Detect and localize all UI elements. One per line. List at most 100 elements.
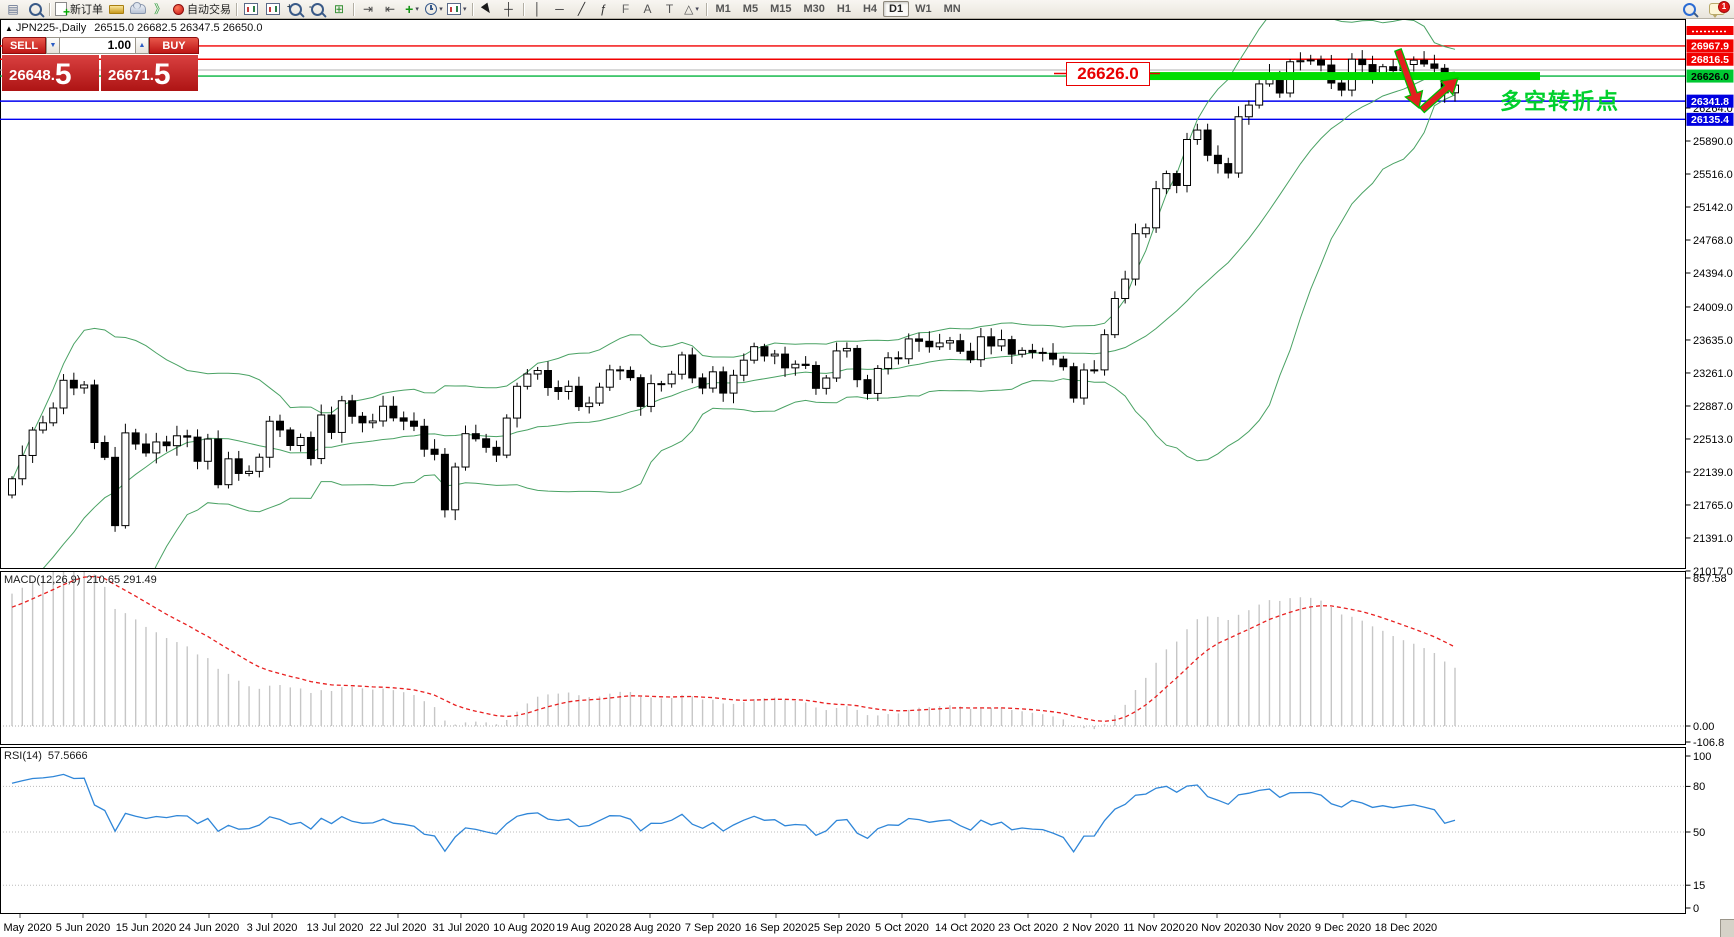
shapes-tool[interactable]: △ ▾ bbox=[681, 1, 703, 18]
timeframe-w1[interactable]: W1 bbox=[915, 3, 932, 15]
macd-indicator-label: MACD(12,26,9) 210.65 291.49 bbox=[4, 574, 163, 586]
tile-windows-icon[interactable]: ⊞ bbox=[328, 1, 350, 18]
scrollbar-corner bbox=[1720, 919, 1734, 937]
turning-point-annotation[interactable]: 多空转折点 bbox=[1500, 89, 1621, 114]
timeframe-m30[interactable]: M30 bbox=[803, 3, 825, 15]
auto-scroll-icon[interactable]: ⇥ bbox=[357, 1, 379, 18]
buy-price-panel[interactable]: 26671. 5 bbox=[101, 55, 198, 91]
down-arrow-annotation[interactable] bbox=[1393, 47, 1424, 110]
signal-icon[interactable]: 》 bbox=[149, 1, 171, 18]
one-click-trade-panel: SELL ▼ 1.00 ▲ BUY 26648. 5 26671. 5 bbox=[2, 37, 199, 91]
timeframe-h1[interactable]: H1 bbox=[836, 3, 851, 15]
date-label: 14 Oct 2020 bbox=[935, 922, 995, 934]
support-highlight-bar[interactable] bbox=[1150, 72, 1540, 81]
gold-bar-icon[interactable] bbox=[105, 1, 127, 18]
date-label: 9 Dec 2020 bbox=[1315, 922, 1371, 934]
svg-text:26816.5: 26816.5 bbox=[1691, 54, 1729, 66]
equidistant-channel-tool[interactable]: F bbox=[615, 1, 637, 18]
search-icon[interactable] bbox=[1678, 1, 1700, 18]
svg-text:26135.4: 26135.4 bbox=[1691, 114, 1729, 126]
volume-up-button[interactable]: ▲ bbox=[135, 37, 149, 54]
date-label: 27 May 2020 bbox=[0, 922, 52, 934]
vertical-line-tool[interactable]: │ bbox=[527, 1, 549, 18]
candles[interactable] bbox=[8, 50, 1459, 532]
auto-trading-icon bbox=[173, 3, 184, 15]
price-level-callout[interactable]: 26626.0 bbox=[1066, 62, 1150, 86]
rsi-indicator-label: RSI(14) 57.5666 bbox=[4, 750, 94, 762]
timeframe-m5[interactable]: M5 bbox=[742, 3, 759, 15]
buy-price-dot: . bbox=[149, 67, 154, 84]
market-watch-icon[interactable] bbox=[24, 1, 46, 18]
bar-chart-icon[interactable] bbox=[240, 1, 262, 18]
chart-window-icon[interactable]: ▤ bbox=[2, 1, 24, 18]
fibonacci-tool[interactable]: ƒ bbox=[593, 1, 615, 18]
volume-down-button[interactable]: ▼ bbox=[46, 37, 60, 54]
buy-price-main: 26671 bbox=[108, 67, 150, 84]
date-label: 5 Oct 2020 bbox=[875, 922, 929, 934]
price-levels[interactable] bbox=[0, 45, 1685, 121]
text-label-tool[interactable]: T bbox=[659, 1, 681, 18]
cursor-tool[interactable] bbox=[476, 1, 498, 18]
date-label: 3 Jul 2020 bbox=[247, 922, 298, 934]
new-order-button[interactable]: 新订单 bbox=[53, 1, 105, 19]
add-indicator-button[interactable]: + ▾ bbox=[401, 1, 423, 18]
sell-button[interactable]: SELL bbox=[2, 37, 46, 54]
price-level-badge bbox=[1686, 39, 1734, 53]
macd-tick-label: 0.00 bbox=[1693, 721, 1714, 733]
text-tool[interactable]: A bbox=[637, 1, 659, 18]
date-label: 2 Nov 2020 bbox=[1063, 922, 1119, 934]
sell-price-dot: . bbox=[50, 67, 55, 84]
date-label: 5 Jun 2020 bbox=[56, 922, 110, 934]
toolbar-separator bbox=[353, 2, 354, 16]
collapse-triangle-icon[interactable]: ▲ bbox=[5, 24, 13, 33]
timeframe-h4[interactable]: H4 bbox=[862, 3, 878, 15]
crosshair-icon: ┼ bbox=[504, 2, 513, 16]
date-label: 7 Sep 2020 bbox=[685, 922, 741, 934]
main-pane-border[interactable] bbox=[0, 19, 1686, 569]
template-menu-button[interactable]: ▾ bbox=[445, 1, 469, 18]
macd-plot[interactable] bbox=[0, 563, 1685, 730]
ohlc-values: 26515.0 26682.5 26347.5 26650.0 bbox=[94, 22, 263, 34]
zoom-out-icon[interactable]: - bbox=[306, 1, 328, 18]
tile-windows-icon-icon: ⊞ bbox=[333, 2, 345, 16]
price-axis[interactable]: 26264.025890.025516.025142.024768.024394… bbox=[1685, 26, 1734, 578]
crosshair-tool[interactable]: ┼ bbox=[498, 1, 520, 18]
auto-scroll-icon-icon: ⇥ bbox=[362, 2, 374, 16]
auto-trading-button[interactable]: 自动交易 bbox=[171, 1, 233, 18]
timeframe-m15[interactable]: M15 bbox=[770, 3, 792, 15]
dropdown-caret-icon: ▾ bbox=[695, 6, 699, 13]
zoom-out-icon-icon bbox=[310, 2, 324, 16]
candle-chart-icon[interactable] bbox=[262, 1, 284, 18]
buy-button[interactable]: BUY bbox=[149, 37, 199, 54]
market-watch-icon-icon bbox=[28, 2, 42, 16]
trendline-tool[interactable]: ╱ bbox=[571, 1, 593, 18]
rsi-plot[interactable] bbox=[0, 773, 1685, 886]
chart-window-icon-icon: ▤ bbox=[7, 2, 19, 16]
period-menu-button[interactable]: ▾ bbox=[423, 1, 445, 18]
price-level-badge bbox=[1686, 52, 1734, 66]
timeframe-m1[interactable]: M1 bbox=[715, 3, 731, 15]
timeframe-mn[interactable]: MN bbox=[943, 3, 961, 15]
timeframe-d1[interactable]: D1 bbox=[883, 1, 910, 17]
price-tick-label: 22513.0 bbox=[1693, 434, 1733, 446]
clipped-price-badge bbox=[1686, 26, 1734, 35]
date-label: 19 Aug 2020 bbox=[556, 922, 618, 934]
sell-price-panel[interactable]: 26648. 5 bbox=[2, 55, 99, 91]
date-label: 16 Sep 2020 bbox=[745, 922, 807, 934]
price-tick-label: 25890.0 bbox=[1693, 136, 1733, 148]
bar-chart-icon-icon bbox=[244, 3, 258, 15]
horizontal-line-tool[interactable]: ─ bbox=[549, 1, 571, 18]
chart-shift-icon[interactable]: ⇤ bbox=[379, 1, 401, 18]
volume-input[interactable]: 1.00 bbox=[60, 37, 135, 54]
zoom-in-icon[interactable]: + bbox=[284, 1, 306, 18]
macd-pane-border[interactable] bbox=[0, 571, 1686, 745]
price-tick-label: 22887.0 bbox=[1693, 401, 1733, 413]
chat-icon[interactable]: 1 bbox=[1706, 1, 1730, 18]
rsi-pane-border[interactable] bbox=[0, 747, 1686, 914]
cloud-sync-icon[interactable] bbox=[127, 1, 149, 18]
svg-text:26967.9: 26967.9 bbox=[1691, 41, 1729, 53]
rsi-tick-label: 50 bbox=[1693, 827, 1705, 839]
up-arrow-annotation[interactable] bbox=[1418, 77, 1459, 114]
